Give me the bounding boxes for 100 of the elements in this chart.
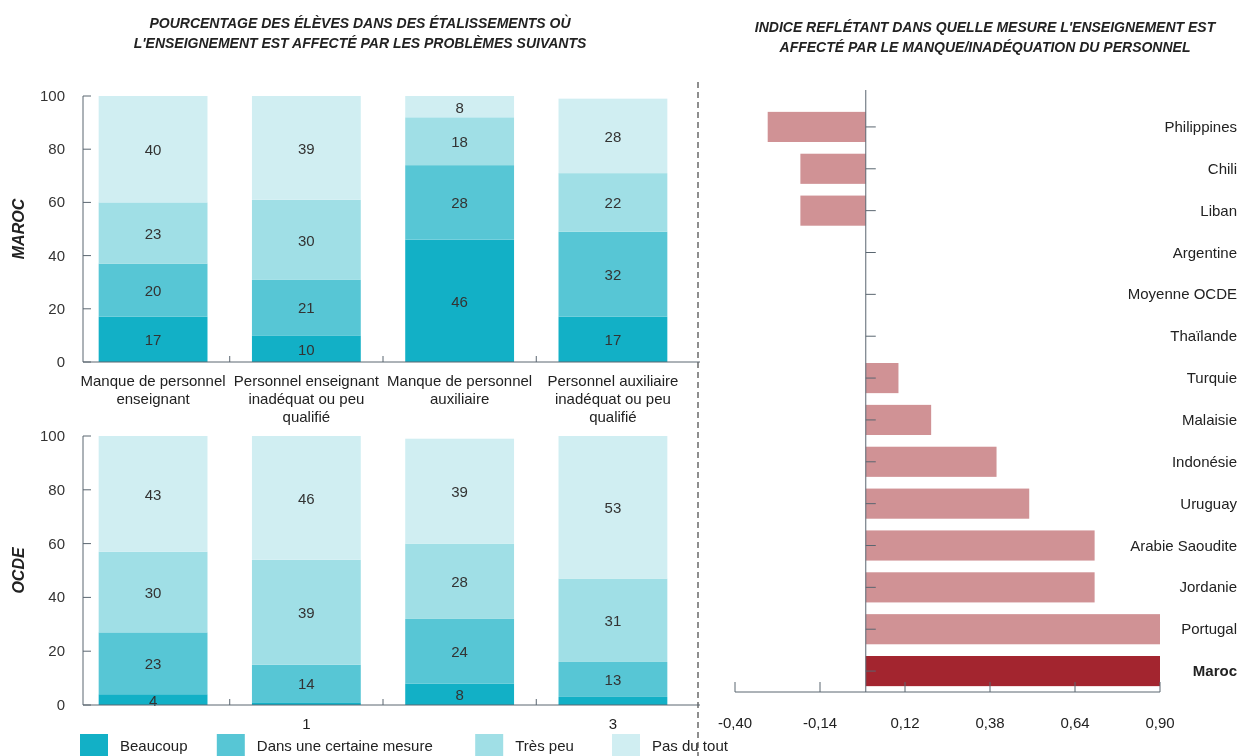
bar: [405, 618, 515, 684]
y-tick-label: 100: [39, 427, 65, 444]
data-label: 21: [298, 299, 315, 317]
chart-title: INDICE REFLÉTANT DANS QUELLE MESURE L'ENSEIGNEMENT EST AFFECTÉ PAR LE MANQUE/INADÉQUATION DU PERSONNEL: [754, 19, 1217, 55]
y-axis-title: OCDE: [10, 546, 27, 594]
bar: [98, 202, 208, 264]
y-tick-label: Maroc: [1192, 662, 1237, 680]
legend-label: Beaucoup: [120, 737, 188, 754]
bar: [405, 438, 515, 544]
bar: [865, 488, 1030, 519]
y-tick-label: Moyenne OCDE: [1127, 285, 1237, 303]
bar: [558, 98, 668, 174]
data-label: 18: [451, 133, 468, 151]
x-tick-label: 0,38: [975, 714, 1005, 731]
data-label: 17: [144, 331, 162, 349]
y-tick-label: 0: [56, 696, 65, 713]
bar: [98, 551, 208, 633]
y-tick-label: Philippines: [1164, 117, 1237, 135]
x-tick-label: 0,90: [1145, 714, 1175, 731]
bar: [405, 96, 515, 118]
y-tick-label: 80: [48, 140, 65, 158]
y-tick-label: Liban: [1200, 201, 1237, 219]
data-label: 40: [144, 141, 162, 159]
y-tick-label: 100: [39, 87, 65, 104]
data-label: 46: [298, 489, 315, 507]
data-label: 32: [604, 266, 622, 284]
y-tick-label: Thaïlande: [1170, 327, 1237, 345]
bar: [98, 263, 208, 317]
y-tick-label: 80: [48, 480, 65, 498]
bar: [251, 436, 361, 560]
bar: [251, 279, 361, 336]
bar: [98, 316, 208, 362]
data-label: 4: [148, 691, 158, 709]
x-tick-label: 1: [302, 715, 311, 732]
data-label: 30: [298, 231, 315, 249]
data-label: 20: [144, 282, 162, 300]
data-label: 28: [451, 194, 468, 212]
y-axis-title: MAROC: [10, 198, 27, 260]
data-label: 43: [144, 485, 162, 503]
data-label: 23: [144, 655, 162, 673]
x-tick-label: -0,40: [717, 714, 753, 731]
y-tick-label: Malaisie: [1181, 410, 1237, 428]
bar: [800, 195, 866, 226]
legend-label: Pas du tout: [652, 737, 729, 754]
data-label: 28: [604, 127, 622, 145]
data-label: 22: [604, 194, 622, 212]
y-tick-label: Uruguay: [1180, 494, 1238, 512]
bar: [251, 559, 361, 665]
x-tick-label: Personnel auxiliaire inadéquat ou peu qualifié: [547, 372, 679, 425]
bar: [558, 661, 668, 697]
bar: [558, 316, 668, 362]
bar: [405, 543, 515, 619]
data-label: 8: [455, 686, 464, 704]
data-label: 13: [604, 671, 622, 689]
y-tick-label: Arabie Saoudite: [1130, 536, 1237, 554]
data-label: 10: [298, 340, 315, 358]
bar: [98, 632, 208, 695]
bar: [405, 117, 515, 166]
y-tick-label: Argentine: [1172, 243, 1237, 261]
bar: [767, 111, 866, 142]
data-label: 39: [298, 139, 315, 157]
bar: [800, 153, 866, 184]
y-tick-label: 60: [48, 193, 65, 211]
x-tick-label: Personnel enseignant inadéquat ou peu qualifié: [233, 372, 380, 425]
bar: [251, 664, 361, 703]
legend-label: Très peu: [515, 737, 574, 754]
y-tick-label: 0: [56, 353, 65, 370]
data-label: 17: [604, 331, 622, 349]
data-label: 53: [604, 499, 622, 517]
y-tick-label: Turquie: [1186, 369, 1237, 387]
data-label: 46: [451, 292, 468, 310]
bar: [251, 96, 361, 200]
data-label: 39: [451, 483, 468, 501]
bar: [558, 173, 668, 232]
bar: [865, 530, 1095, 561]
y-tick-label: Jordanie: [1179, 578, 1237, 596]
y-tick-label: Chili: [1207, 159, 1237, 177]
x-tick-label: Manque de personnel auxiliaire: [387, 372, 533, 407]
bar: [98, 436, 208, 552]
x-tick-label: Manque de personnel enseignant: [80, 372, 226, 407]
y-tick-label: 40: [48, 588, 65, 606]
legend-label: Dans une certaine mesure: [256, 737, 433, 754]
y-tick-label: Indonésie: [1171, 452, 1237, 470]
y-tick-label: 20: [48, 299, 65, 317]
data-label: 24: [451, 643, 468, 661]
bar: [558, 578, 668, 662]
bar: [251, 335, 361, 362]
x-tick-label: 0,64: [1060, 714, 1090, 731]
bar: [865, 363, 899, 394]
data-label: 14: [298, 675, 315, 693]
bar: [558, 436, 668, 579]
chart-title: POURCENTAGE DES ÉLÈVES DANS DES ÉTALISSEMENTS OÙ L'ENSEIGNEMENT EST AFFECTÉ PAR LES PROBLÈMES SUIVANTS: [133, 14, 587, 51]
data-label: 39: [298, 604, 315, 622]
y-tick-label: 40: [48, 246, 65, 264]
y-tick-label: Portugal: [1181, 620, 1237, 638]
bar: [98, 96, 208, 203]
bar: [251, 199, 361, 280]
x-tick-label: 3: [608, 715, 618, 732]
data-label: 28: [451, 573, 468, 591]
bar: [405, 165, 515, 240]
